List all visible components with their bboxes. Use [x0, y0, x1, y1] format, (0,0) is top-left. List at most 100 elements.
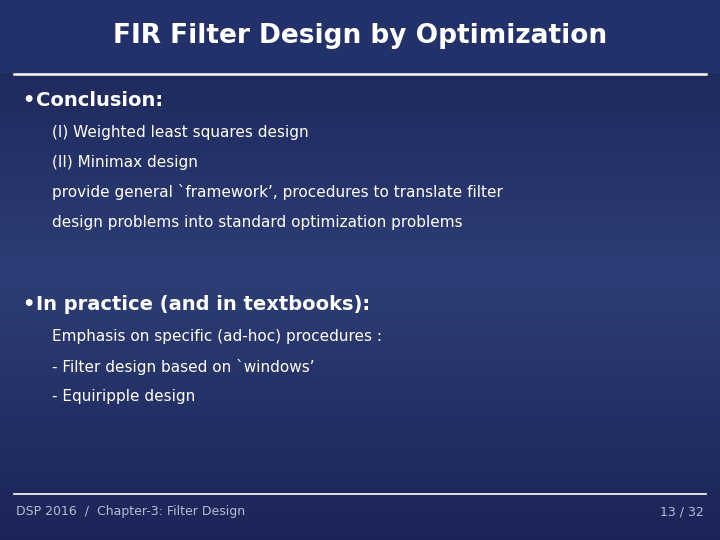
Bar	[0, 186, 720, 189]
Bar	[0, 32, 720, 35]
Bar	[0, 354, 720, 356]
Bar	[0, 440, 720, 443]
Bar	[0, 278, 720, 281]
Bar	[0, 254, 720, 256]
Bar	[0, 146, 720, 148]
Bar	[0, 132, 720, 135]
Bar	[0, 65, 720, 68]
Text: Conclusion:: Conclusion:	[36, 91, 163, 110]
Bar	[0, 529, 720, 532]
Bar	[0, 416, 720, 418]
Bar	[0, 402, 720, 405]
Bar	[0, 386, 720, 389]
Bar	[0, 367, 720, 370]
Bar	[0, 78, 720, 81]
Bar	[0, 143, 720, 146]
Bar	[0, 464, 720, 467]
Text: •: •	[22, 295, 35, 314]
Bar	[0, 24, 720, 27]
Bar	[0, 319, 720, 321]
Bar	[0, 246, 720, 248]
Bar	[0, 400, 720, 402]
Bar	[0, 251, 720, 254]
Bar	[0, 59, 720, 62]
Bar	[0, 537, 720, 540]
Bar	[0, 221, 720, 224]
Bar	[0, 346, 720, 348]
Bar	[0, 208, 720, 211]
Bar	[0, 418, 720, 421]
Bar	[0, 518, 720, 521]
Bar	[0, 105, 720, 108]
Bar	[0, 192, 720, 194]
Bar	[0, 413, 720, 416]
Bar	[0, 92, 720, 94]
Bar	[0, 302, 720, 305]
Bar	[0, 446, 720, 448]
Bar	[0, 467, 720, 470]
Bar	[0, 151, 720, 154]
Bar	[0, 70, 720, 73]
Text: (I) Weighted least squares design: (I) Weighted least squares design	[52, 125, 309, 139]
Bar	[0, 89, 720, 92]
Bar	[0, 329, 720, 332]
Bar	[0, 532, 720, 535]
Bar	[0, 165, 720, 167]
Bar	[0, 486, 720, 489]
Bar	[0, 262, 720, 265]
Bar	[0, 240, 720, 243]
Bar	[0, 16, 720, 19]
Bar	[0, 448, 720, 451]
Bar	[0, 472, 720, 475]
Text: In practice (and in textbooks):: In practice (and in textbooks):	[36, 295, 370, 314]
Bar	[0, 230, 720, 232]
Bar	[0, 178, 720, 181]
Text: DSP 2016  /  Chapter-3: Filter Design: DSP 2016 / Chapter-3: Filter Design	[16, 505, 245, 518]
Bar	[0, 119, 720, 122]
Bar	[0, 219, 720, 221]
Bar	[0, 43, 720, 46]
Bar	[0, 524, 720, 526]
Bar	[0, 273, 720, 275]
Bar	[0, 408, 720, 410]
Bar	[0, 181, 720, 184]
Bar	[0, 270, 720, 273]
Bar	[0, 202, 720, 205]
Bar	[0, 324, 720, 327]
Bar	[0, 373, 720, 375]
Bar	[0, 286, 720, 289]
Bar	[0, 0, 720, 72]
Bar	[0, 310, 720, 313]
Bar	[0, 335, 720, 338]
Bar	[0, 351, 720, 354]
Bar	[0, 327, 720, 329]
Bar	[0, 22, 720, 24]
Bar	[0, 389, 720, 392]
Bar	[0, 300, 720, 302]
Bar	[0, 238, 720, 240]
Bar	[0, 211, 720, 213]
Bar	[0, 489, 720, 491]
Bar	[0, 100, 720, 103]
Bar	[0, 108, 720, 111]
Bar	[0, 113, 720, 116]
Bar	[0, 232, 720, 235]
Bar	[0, 410, 720, 413]
Bar	[0, 51, 720, 54]
Bar	[0, 289, 720, 292]
Bar	[0, 500, 720, 502]
Bar	[0, 200, 720, 202]
Bar	[0, 14, 720, 16]
Bar	[0, 224, 720, 227]
Bar	[0, 375, 720, 378]
Bar	[0, 205, 720, 208]
Bar	[0, 30, 720, 32]
Bar	[0, 81, 720, 84]
Bar	[0, 429, 720, 432]
Bar	[0, 475, 720, 478]
Bar	[0, 148, 720, 151]
Bar	[0, 184, 720, 186]
Bar	[0, 94, 720, 97]
Bar	[0, 0, 720, 3]
Bar	[0, 483, 720, 486]
